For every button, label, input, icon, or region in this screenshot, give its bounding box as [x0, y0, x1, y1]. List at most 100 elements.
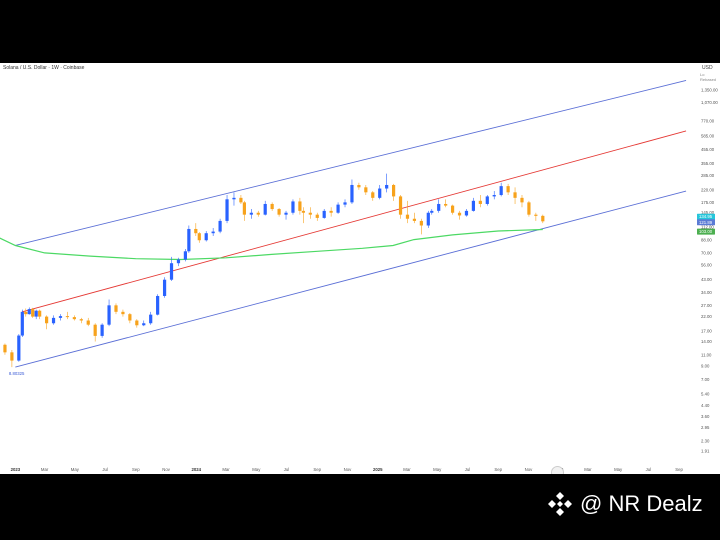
candle-body [464, 210, 469, 216]
y-tick-label: 56.00 [701, 263, 712, 268]
candle-body [183, 251, 187, 260]
y-tick-label: 455.00 [701, 147, 715, 152]
candle-body [169, 263, 174, 280]
y-tick-label: 5.40 [701, 391, 710, 396]
channel-mid-line [22, 130, 687, 313]
candle-body [357, 184, 361, 188]
candle-body [51, 317, 56, 324]
candle-body [135, 320, 139, 326]
candle-body [156, 295, 160, 315]
candle-body [142, 323, 146, 326]
price-tag-label: 103.00 [699, 229, 713, 234]
watermark: @ NR Dealz [546, 490, 703, 518]
y-tick-label: 2.30 [701, 439, 710, 444]
candle-body [405, 214, 410, 219]
y-tick-label: 2.95 [701, 425, 710, 430]
price-tag-label: 121.89 [699, 220, 713, 225]
x-tick-label: Mar [403, 467, 411, 472]
scale-note: Lo Rebased [700, 72, 717, 82]
y-tick-label: 88.00 [701, 238, 712, 243]
chart-area: Solana / U.S. Dollar · 1W · Coinbase USD… [0, 63, 720, 474]
price-tag [697, 228, 715, 235]
candle-body [211, 231, 215, 234]
y-tick-label: 1,070.00 [701, 100, 718, 105]
currency-label: USD [702, 65, 713, 71]
channel-lower-line [15, 190, 687, 368]
x-tick-label: Sep [675, 467, 683, 472]
y-tick-label: 14.00 [701, 339, 712, 344]
candle-body [232, 197, 236, 200]
price-tag [697, 213, 715, 220]
candle-body [430, 210, 434, 213]
candle-body [27, 309, 31, 315]
y-tick-label: 585.00 [701, 133, 715, 138]
candle-body [444, 203, 448, 206]
candle-body [541, 215, 545, 222]
x-tick-label: Mar [584, 467, 592, 472]
candle-body [391, 184, 396, 197]
y-tick-label: 285.00 [701, 173, 715, 178]
chart-title: Solana / U.S. Dollar · 1W · Coinbase [3, 65, 85, 71]
y-tick-label: 1,350.00 [701, 87, 718, 92]
x-tick-label: May [71, 467, 80, 472]
candle-body [31, 309, 35, 317]
candle-body [513, 192, 517, 198]
candle-body [44, 316, 49, 324]
x-tick-label: Mar [41, 467, 49, 472]
candle-body [194, 228, 198, 234]
candle-body [534, 214, 538, 216]
x-tick-label: Sep [132, 467, 140, 472]
candle-body [38, 310, 42, 317]
y-tick-label: 22.00 [701, 314, 712, 319]
candle-body [378, 188, 382, 198]
candle-body [218, 220, 222, 232]
candle-body [225, 199, 229, 221]
x-tick-label: 2023 [11, 467, 21, 472]
candle-body [520, 197, 524, 203]
candle-body [471, 200, 476, 211]
candle-body [17, 335, 21, 361]
y-tick-label: 4.40 [701, 403, 710, 408]
y-tick-label: 145.00 [701, 210, 715, 215]
candle-body [426, 212, 430, 226]
moving-average-line [0, 228, 543, 261]
candle-body [398, 196, 403, 215]
price-tag [697, 219, 715, 226]
y-tick-label: 3.60 [701, 414, 710, 419]
y-tick-label: 7.00 [701, 377, 710, 382]
x-tick-label: Jul [284, 467, 290, 472]
y-tick-label: 43.00 [701, 277, 712, 282]
candle-body [385, 184, 389, 189]
tradingview-icon[interactable] [551, 466, 564, 474]
x-tick-label: May [252, 467, 261, 472]
candle-body [412, 218, 417, 221]
candle-body [291, 201, 295, 213]
candle-body [93, 324, 97, 336]
y-tick-label: 112.00 [701, 224, 714, 229]
candle-body [34, 310, 38, 317]
channel-upper-line [15, 80, 687, 246]
candle-body [343, 202, 347, 205]
x-tick-label: Sep [494, 467, 502, 472]
y-tick-label: 175.00 [701, 200, 715, 205]
candle-body [10, 352, 14, 361]
x-tick-label: Jul [646, 467, 652, 472]
candle-body [197, 233, 201, 241]
candle-body [24, 311, 28, 315]
candle-body [350, 184, 354, 203]
price-chart: 1.91 2.30 2.95 3.60 4.40 5.40 7.00 9.00 11.00 14.… [0, 80, 718, 472]
x-tick-label: 2025 [373, 467, 383, 472]
y-tick-label: 70.00 [701, 250, 712, 255]
candle-body [364, 187, 368, 193]
candle-body [301, 210, 305, 213]
x-tick-label: May [433, 467, 442, 472]
y-tick-label: 9.00 [701, 363, 710, 368]
candle-body [371, 192, 375, 198]
candle-body [322, 210, 326, 218]
x-tick-label: Mar [222, 467, 230, 472]
candle-body [336, 204, 340, 213]
candle-body [162, 279, 167, 296]
candle-body [457, 212, 462, 216]
candle-body [149, 314, 153, 324]
candle-body [308, 212, 312, 215]
